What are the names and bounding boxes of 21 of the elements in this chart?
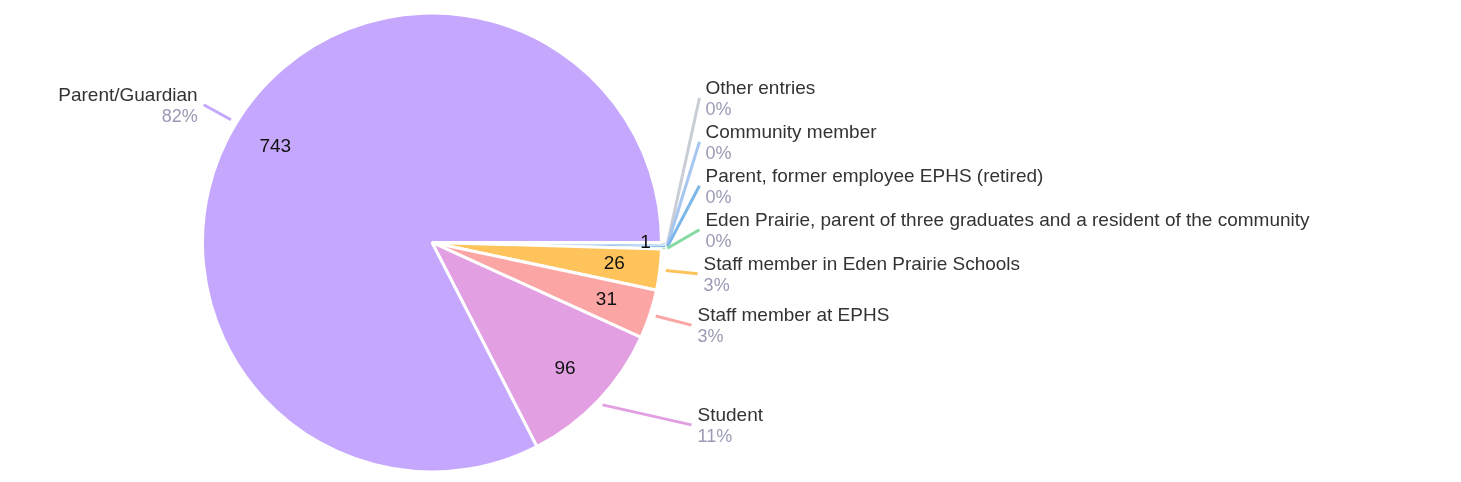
slice-label: Parent/Guardian <box>58 83 198 105</box>
text: 3% <box>697 326 724 347</box>
data-label: 31 <box>595 288 617 310</box>
text: 0% <box>705 186 732 207</box>
slice-label: Community member <box>705 120 878 142</box>
data-label: 1 <box>640 231 651 253</box>
text: 0% <box>705 142 732 163</box>
text: 0% <box>705 98 732 119</box>
text: 0% <box>705 230 732 251</box>
text: 82% <box>161 105 198 126</box>
slice-label: Staff member in Eden Prairie Schools <box>703 252 1021 274</box>
data-label: 26 <box>603 252 625 274</box>
slice-label: Other entries <box>705 76 816 98</box>
data-label: 96 <box>554 357 576 379</box>
text: 11% <box>697 425 733 446</box>
slice-label: Staff member at EPHS <box>697 304 890 326</box>
data-label: 743 <box>259 135 292 157</box>
slice-label: Parent, former employee EPHS (retired) <box>705 164 1044 186</box>
slice-label: Student <box>697 403 764 425</box>
slice-label: Eden Prairie, parent of three graduates and a resident of the community <box>705 208 1311 230</box>
text: 3% <box>703 274 730 295</box>
